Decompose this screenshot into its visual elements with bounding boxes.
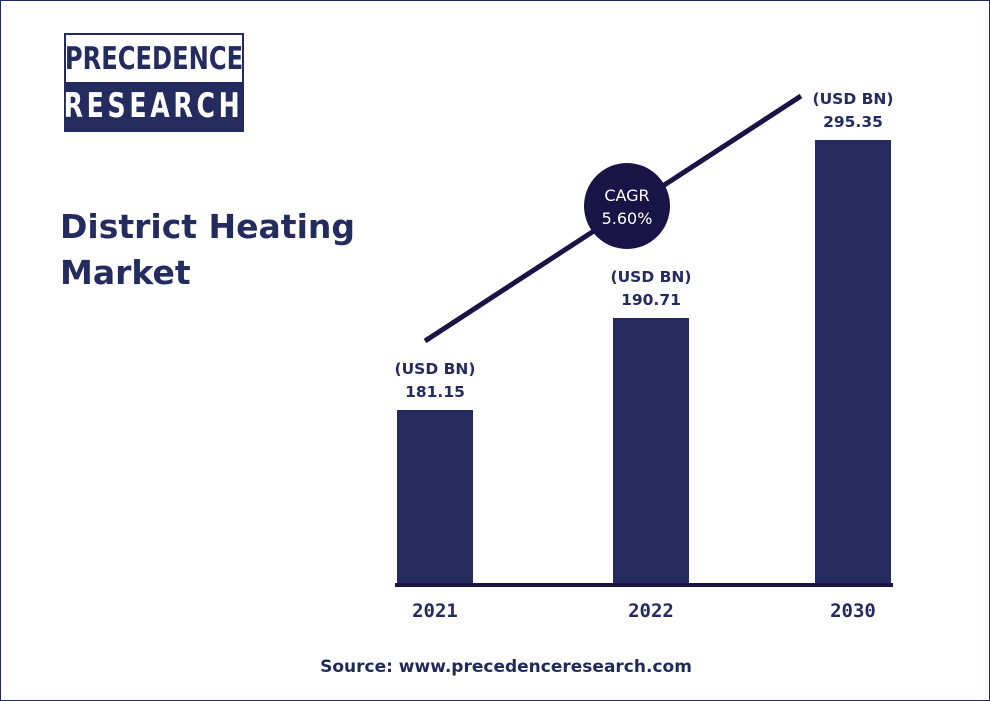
bar-value-label: 295.35 — [823, 113, 883, 131]
cagr-label: CAGR — [604, 186, 649, 205]
cagr-circle — [584, 163, 670, 249]
source-credit: Source: www.precedenceresearch.com — [320, 657, 692, 677]
bar-2022 — [613, 318, 689, 584]
chart-title: District Heating Market — [60, 207, 356, 292]
bar-unit-label: (USD BN) — [611, 268, 692, 286]
cagr-badge: CAGR 5.60% — [584, 163, 670, 249]
logo-line-precedence: PRECEDENCE — [65, 35, 243, 82]
bar-2021 — [397, 410, 473, 584]
brand-logo: PRECEDENCE RESEARCH — [64, 33, 244, 132]
bar-2030 — [815, 140, 891, 584]
bar-unit-label: (USD BN) — [395, 360, 476, 378]
logo-line-research: RESEARCH — [64, 82, 242, 130]
x-tick-label: 2021 — [412, 600, 458, 622]
bar-value-label: 190.71 — [621, 291, 681, 309]
x-tick-label: 2030 — [830, 600, 876, 622]
bar-value-label: 181.15 — [405, 383, 465, 401]
x-tick-label: 2022 — [628, 600, 674, 622]
cagr-value: 5.60% — [602, 209, 653, 228]
bar-unit-label: (USD BN) — [813, 90, 894, 108]
